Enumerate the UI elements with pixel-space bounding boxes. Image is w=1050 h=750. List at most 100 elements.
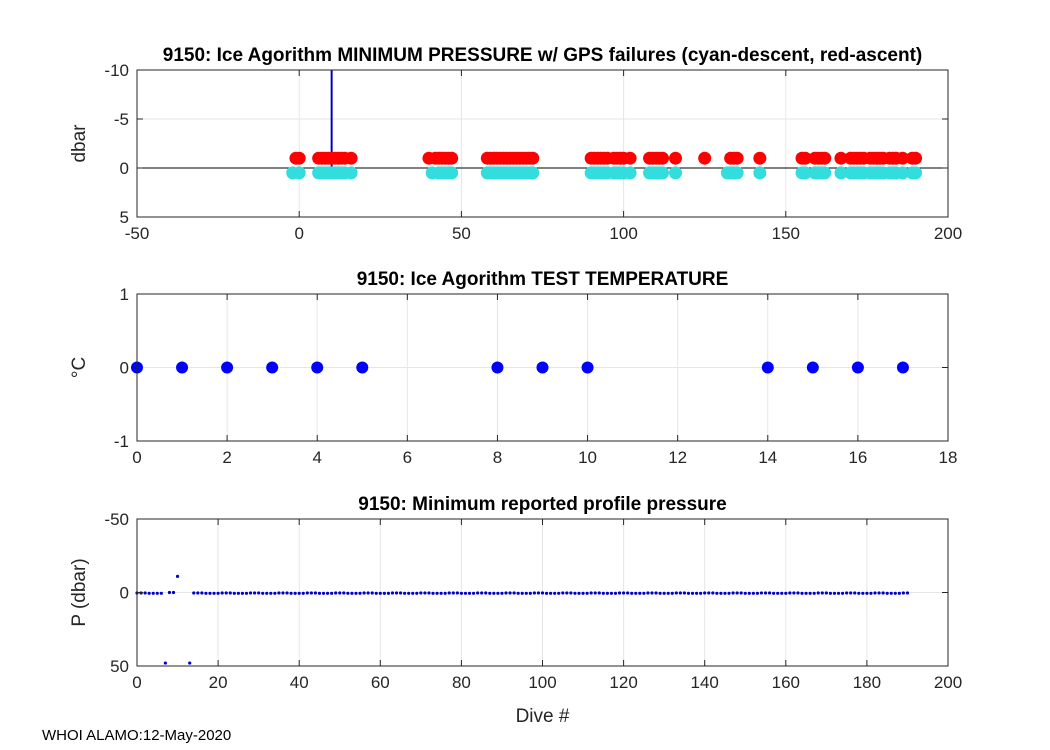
data-point <box>252 591 257 595</box>
data-point <box>845 591 849 595</box>
data-point <box>896 361 909 374</box>
data-point <box>597 591 601 595</box>
data-point <box>905 591 910 595</box>
x-tick-label: 200 <box>934 673 962 692</box>
data-point <box>613 591 618 595</box>
data-point <box>788 591 792 595</box>
data-point <box>849 591 853 595</box>
data-point <box>334 591 338 595</box>
data-point <box>492 591 496 595</box>
data-point <box>244 591 249 595</box>
data-point <box>269 591 273 595</box>
data-point <box>719 591 723 595</box>
data-point <box>378 591 382 595</box>
data-point <box>853 591 857 595</box>
data-point <box>188 661 192 665</box>
data-point <box>366 591 370 595</box>
data-point <box>394 591 399 595</box>
data-point <box>415 591 419 595</box>
data-point <box>730 151 744 165</box>
x-tick-label: 180 <box>853 673 881 692</box>
data-point <box>447 591 451 595</box>
data-point <box>806 361 819 374</box>
chart-title: 9150: Ice Agorithm MINIMUM PRESSURE w/ G… <box>163 45 923 66</box>
data-point <box>834 151 848 165</box>
data-point <box>311 361 324 374</box>
y-tick-label: -50 <box>104 510 129 529</box>
data-point <box>467 591 472 595</box>
x-tick-label: 16 <box>848 448 867 467</box>
data-point <box>834 166 848 180</box>
data-point <box>751 591 755 595</box>
data-point <box>285 591 289 595</box>
x-tick-label: 80 <box>452 673 471 692</box>
data-point <box>759 591 764 595</box>
data-point <box>455 591 459 595</box>
data-point <box>715 591 719 595</box>
data-point <box>540 591 545 595</box>
data-point <box>893 591 897 595</box>
x-tick-label: 18 <box>939 448 958 467</box>
data-point <box>536 361 549 374</box>
data-point <box>642 591 646 595</box>
data-point <box>753 151 767 165</box>
y-axis-label: °C <box>69 357 90 378</box>
data-point <box>346 591 350 595</box>
data-point <box>865 591 869 595</box>
data-point <box>266 361 279 374</box>
data-point <box>273 591 277 595</box>
data-point <box>808 591 812 595</box>
y-tick-label: 0 <box>120 159 129 178</box>
data-point <box>240 591 245 595</box>
x-tick-label: 60 <box>371 673 390 692</box>
series-ascent <box>289 151 923 165</box>
data-point <box>362 591 366 595</box>
data-point <box>488 591 492 595</box>
data-point <box>753 166 767 180</box>
data-point <box>735 591 739 595</box>
y-tick-label: 50 <box>110 657 129 676</box>
x-tick-label: 6 <box>403 448 412 467</box>
data-point <box>669 166 683 180</box>
y-tick-label: -5 <box>114 110 129 129</box>
data-point <box>342 591 346 595</box>
data-point <box>798 151 812 165</box>
data-point <box>727 591 731 595</box>
data-point <box>630 591 634 595</box>
data-point <box>818 166 832 180</box>
data-point <box>536 591 541 595</box>
data-point <box>832 591 837 595</box>
data-point <box>816 591 820 595</box>
data-point <box>623 166 637 180</box>
data-point <box>257 591 261 595</box>
data-point <box>212 591 216 595</box>
data-point <box>909 166 923 180</box>
data-point <box>638 591 642 595</box>
data-point <box>403 591 407 595</box>
data-point <box>798 166 812 180</box>
data-point <box>504 591 508 595</box>
data-point <box>656 151 670 165</box>
data-point <box>281 591 285 595</box>
data-point <box>634 591 638 595</box>
data-point <box>669 151 683 165</box>
data-point <box>313 591 318 595</box>
data-point <box>390 591 395 595</box>
data-point <box>344 166 358 180</box>
x-tick-label: 120 <box>609 673 637 692</box>
data-point <box>690 591 695 595</box>
data-point <box>261 591 265 595</box>
data-point <box>344 151 358 165</box>
data-point <box>857 591 861 595</box>
data-point <box>301 591 305 595</box>
data-point <box>325 591 330 595</box>
data-point <box>526 151 540 165</box>
data-point <box>176 361 189 374</box>
data-point <box>292 166 306 180</box>
data-point <box>386 591 391 595</box>
data-point <box>818 151 832 165</box>
data-point <box>431 591 435 595</box>
data-point <box>143 591 147 595</box>
data-point <box>221 361 234 374</box>
